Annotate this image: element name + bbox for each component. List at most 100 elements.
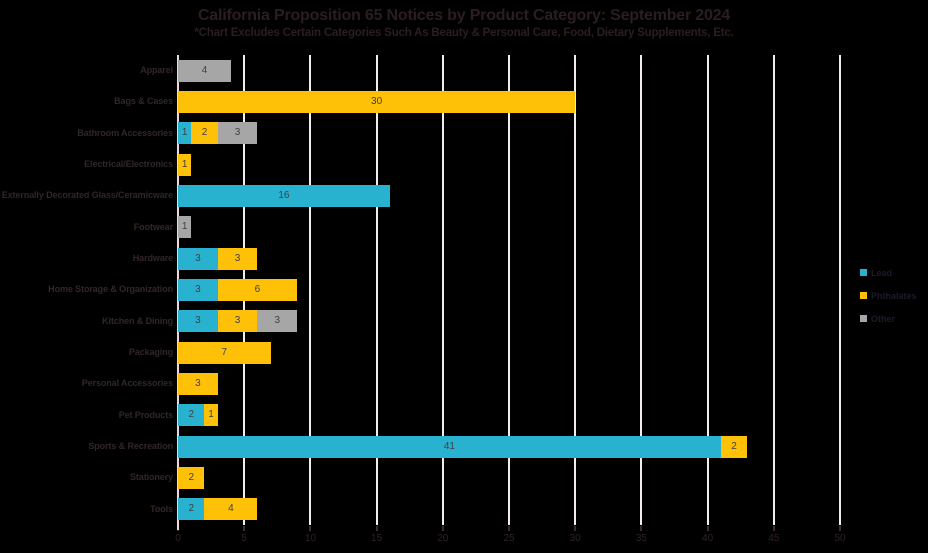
- tick-label: 50: [834, 533, 846, 544]
- category-label: Footwear: [133, 221, 173, 232]
- tick-mark: [706, 526, 709, 531]
- legend: Lead Phthalates Other: [860, 268, 917, 337]
- tick-mark: [839, 526, 841, 531]
- category-label: Bathroom Accessories: [77, 127, 173, 138]
- tick-label: 40: [702, 533, 714, 544]
- legend-swatch-other: [860, 315, 867, 322]
- bar-segment-lead: 2: [178, 498, 205, 521]
- gridline: [839, 55, 841, 525]
- bar-value-label: 6: [254, 284, 261, 295]
- legend-item-lead: Lead: [860, 267, 917, 278]
- category-label: Bags & Cases: [114, 96, 173, 107]
- category-label: Packaging: [128, 347, 173, 357]
- bar-segment-lead: 3: [178, 247, 218, 270]
- bar-segment-other: 3: [257, 310, 298, 333]
- gridline: [508, 55, 510, 525]
- bar-value-label: 4: [201, 64, 208, 76]
- legend-swatch-phthalates: [860, 292, 867, 299]
- bar-value-label: 3: [195, 378, 201, 389]
- tick-mark: [243, 526, 246, 531]
- bar-segment-phthalates: 2: [720, 435, 748, 458]
- gridline: [772, 55, 775, 525]
- bar-segment-phthalates: 7: [178, 341, 271, 364]
- gridline: [375, 55, 378, 525]
- bar-value-label: 1: [181, 158, 188, 170]
- bar-segment-phthalates: 3: [217, 310, 258, 333]
- bar-value-label: 16: [278, 190, 290, 201]
- gridline: [574, 55, 577, 525]
- category-label: Stationery: [129, 472, 173, 483]
- legend-label: Other: [871, 313, 896, 324]
- bar-value-label: 3: [195, 315, 201, 327]
- bar-segment-phthalates: 1: [178, 153, 192, 176]
- tick-mark: [772, 526, 775, 531]
- category-label: Personal Accessories: [81, 378, 173, 389]
- bar-value-label: 2: [188, 409, 195, 421]
- tick-label: 25: [503, 533, 515, 544]
- category-label: Electrical/Electronics: [84, 159, 173, 169]
- chart-subtitle: *Chart Excludes Certain Categories Such …: [194, 27, 734, 39]
- category-label: Apparel: [140, 65, 173, 75]
- bar-segment-phthalates: 6: [217, 279, 298, 301]
- category-label: Externally Decorated Glass/Ceramicware: [1, 190, 173, 201]
- gridline: [441, 55, 444, 525]
- category-label: Tools: [150, 503, 173, 514]
- bar-segment-other: 1: [178, 216, 192, 239]
- legend-label: Lead: [871, 267, 893, 278]
- category-label: Home Storage & Organization: [48, 284, 173, 295]
- bar-value-label: 1: [181, 221, 188, 233]
- bar-value-label: 2: [188, 472, 195, 483]
- bar-value-label: 3: [234, 315, 241, 327]
- tick-label: 35: [635, 533, 647, 544]
- legend-item-phthalates: Phthalates: [860, 290, 917, 301]
- bar-segment-lead: 16: [178, 185, 390, 207]
- category-label: Pet Products: [118, 409, 173, 420]
- gridline: [309, 55, 312, 525]
- gridline: [706, 55, 709, 525]
- legend-label: Phthalates: [871, 290, 917, 301]
- bar-value-label: 3: [195, 252, 201, 264]
- bar-segment-phthalates: 1: [204, 404, 218, 427]
- tick-mark: [441, 526, 444, 531]
- bar-segment-phthalates: 3: [217, 247, 258, 270]
- bar-value-label: 3: [234, 252, 241, 264]
- tick-label: 15: [371, 533, 383, 544]
- bar-value-label: 2: [731, 440, 737, 452]
- tick-label: 30: [569, 533, 581, 544]
- bar-segment-phthalates: 3: [178, 373, 218, 395]
- bar-segment-phthalates: 2: [178, 467, 205, 489]
- bar-value-label: 3: [234, 127, 241, 139]
- category-label: Sports & Recreation: [88, 441, 173, 451]
- bar-segment-other: 3: [217, 122, 258, 145]
- bar-value-label: 41: [443, 440, 455, 452]
- bar-segment-lead: 1: [178, 122, 192, 145]
- tick-label: 5: [241, 533, 247, 544]
- tick-mark: [508, 526, 510, 531]
- gridline: [640, 55, 643, 525]
- tick-mark: [640, 526, 643, 531]
- bar-segment-phthalates: 30: [178, 91, 576, 113]
- legend-item-other: Other: [860, 313, 917, 324]
- tick-label: 20: [437, 533, 449, 544]
- bar-value-label: 30: [371, 96, 383, 107]
- bar-value-label: 2: [188, 503, 195, 515]
- bar-value-label: 2: [201, 127, 208, 139]
- tick-label: 0: [175, 533, 181, 544]
- bar-segment-lead: 2: [178, 404, 205, 427]
- tick-mark: [375, 526, 378, 531]
- bar-segment-phthalates: 2: [191, 122, 218, 145]
- bar-value-label: 1: [181, 127, 188, 139]
- category-label: Kitchen & Dining: [102, 315, 173, 326]
- tick-mark: [309, 526, 312, 531]
- bar-value-label: 1: [208, 409, 214, 421]
- chart-title: California Proposition 65 Notices by Pro…: [197, 7, 731, 24]
- tick-label: 45: [768, 533, 780, 544]
- bar-segment-lead: 3: [178, 279, 218, 301]
- tick-label: 10: [304, 533, 316, 544]
- bar-segment-lead: 3: [178, 310, 218, 333]
- bar-value-label: 7: [221, 346, 228, 358]
- legend-swatch-lead: [860, 269, 867, 276]
- tick-mark: [574, 526, 577, 531]
